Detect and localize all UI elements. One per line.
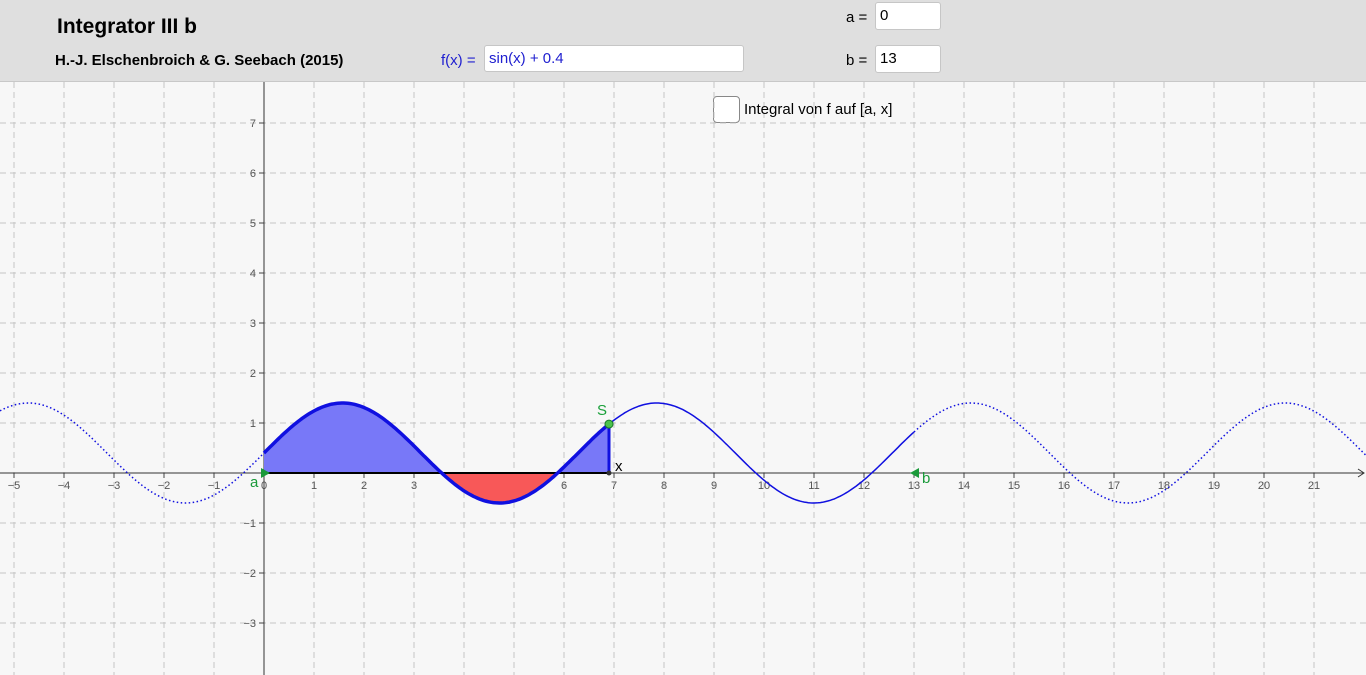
title: Integrator III b <box>57 15 198 38</box>
y-tick-label: 6 <box>250 168 256 180</box>
s-label: S <box>597 402 607 419</box>
y-tick-label: −1 <box>243 518 256 530</box>
x-tick-label: −5 <box>8 480 21 492</box>
x-tick-label: −4 <box>58 480 71 492</box>
y-tick-label: 4 <box>250 268 256 280</box>
y-tick-label: 7 <box>250 118 256 130</box>
negative-area <box>264 473 609 503</box>
y-tick-label: 2 <box>250 368 256 380</box>
function-label: f(x) = <box>441 52 476 69</box>
x-tick-label: −1 <box>208 480 221 492</box>
y-tick-label: −3 <box>243 618 256 630</box>
x-tick-label: 21 <box>1308 480 1320 492</box>
curve-left <box>0 402 265 504</box>
point-s <box>604 419 614 429</box>
x-tick-label: 19 <box>1208 480 1220 492</box>
x-label: x <box>615 458 623 475</box>
checkbox[interactable] <box>713 96 740 123</box>
y-tick-label: 5 <box>250 218 256 230</box>
x-axis-arrow <box>1357 468 1365 478</box>
x-tick-label: 11 <box>808 480 819 492</box>
b-input[interactable]: 13 <box>875 45 941 73</box>
function-input[interactable]: sin(x) + 0.4 <box>484 45 744 72</box>
a-input[interactable]: 0 <box>875 2 941 30</box>
header: Integrator III b H.-J. Elschenbroich & G… <box>0 0 1366 82</box>
y-tick-label: 3 <box>250 318 256 330</box>
x-tick-label: 6 <box>561 480 567 492</box>
a-label: a = <box>846 9 868 26</box>
x-tick-label: 14 <box>958 480 970 492</box>
x-tick-label: 20 <box>1258 480 1270 492</box>
x-tick-label: −3 <box>108 480 121 492</box>
y-tick-label: 1 <box>250 418 256 430</box>
x-tick-label: 8 <box>661 480 667 492</box>
curve-right <box>913 402 1366 504</box>
authors: H.-J. Elschenbroich & G. Seebach (2015) <box>55 52 344 69</box>
a-marker <box>261 468 270 478</box>
b-marker <box>910 468 919 478</box>
x-tick-label: 1 <box>311 480 317 492</box>
a-label: a <box>250 474 259 491</box>
x-tick-label: 17 <box>1108 480 1120 492</box>
b-label: b <box>922 470 930 487</box>
curve-middle <box>608 402 915 504</box>
x-tick-label: 16 <box>1058 480 1070 492</box>
x-point <box>606 470 612 476</box>
checkbox-label[interactable]: Integral von f auf [a, x] <box>744 101 893 118</box>
x-tick-label: 10 <box>758 480 770 492</box>
positive-area <box>264 403 609 473</box>
x-tick-label: 2 <box>361 480 367 492</box>
curve-integral <box>262 401 611 505</box>
y-tick-label: −2 <box>243 568 256 580</box>
graphics-view: −5−4−3−2−1012345678910111213141516171819… <box>0 82 1366 675</box>
x-tick-label: −2 <box>158 480 171 492</box>
b-label: b = <box>846 52 868 69</box>
x-tick-label: 18 <box>1158 480 1170 492</box>
x-tick-label: 13 <box>908 480 920 492</box>
x-tick-label: 12 <box>858 480 870 492</box>
x-tick-label: 15 <box>1008 480 1020 492</box>
x-tick-label: 9 <box>711 480 717 492</box>
x-tick-label: 3 <box>411 480 417 492</box>
x-tick-label: 7 <box>611 480 617 492</box>
